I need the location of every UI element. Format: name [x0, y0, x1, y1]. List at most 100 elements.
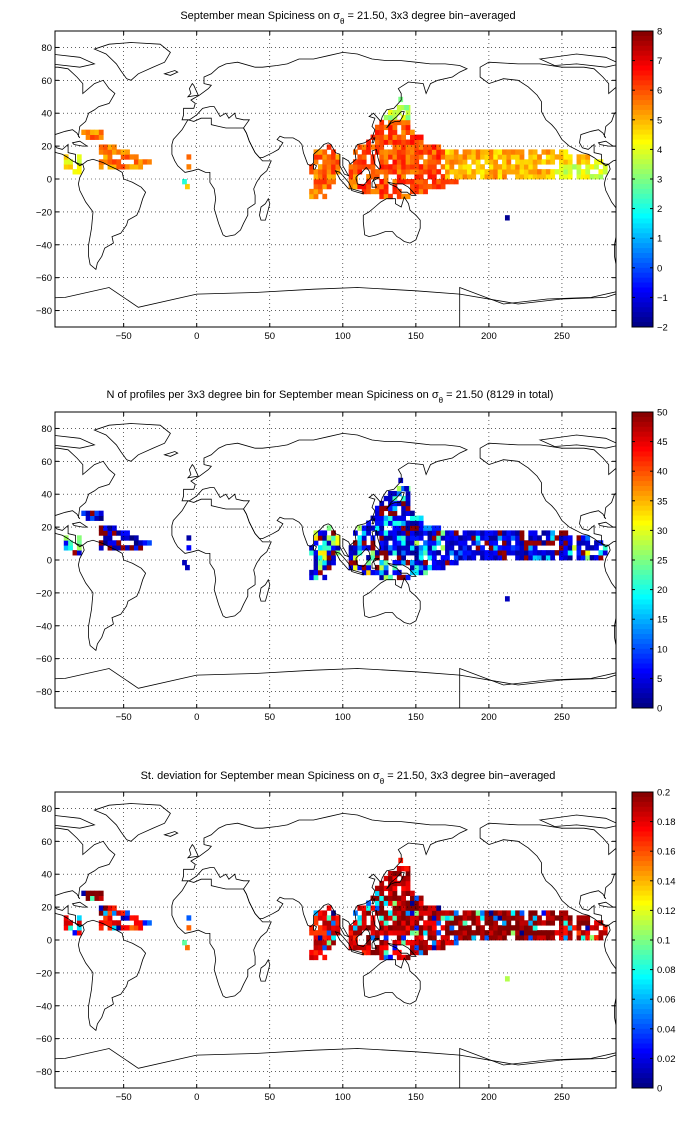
data-cell	[488, 925, 494, 931]
data-cell	[322, 183, 328, 190]
data-cell	[383, 875, 389, 882]
data-cell	[379, 139, 385, 145]
data-cell	[111, 530, 117, 536]
colorbar-band	[632, 811, 653, 818]
data-cell	[427, 164, 433, 170]
coastline	[538, 814, 616, 829]
data-cell	[379, 169, 385, 175]
colorbar-band	[632, 500, 653, 507]
data-cell	[414, 940, 420, 946]
data-cell	[81, 129, 87, 135]
data-cell	[392, 905, 398, 911]
data-cell	[580, 540, 586, 546]
y-tick-label: −60	[36, 273, 52, 284]
data-cell	[147, 159, 152, 165]
data-cell	[401, 900, 407, 906]
data-cell	[462, 154, 468, 160]
data-cell	[370, 169, 376, 175]
data-cell	[585, 935, 591, 941]
data-cell	[401, 149, 407, 155]
data-cell	[563, 915, 569, 921]
colorbar-band	[632, 1033, 653, 1040]
data-cell	[559, 149, 564, 155]
data-cell	[475, 545, 481, 551]
coastlines	[55, 803, 616, 1088]
data-cell	[598, 555, 604, 561]
data-cell	[405, 179, 411, 185]
data-cell	[383, 940, 389, 946]
data-cell	[563, 925, 569, 931]
data-cell	[488, 174, 494, 180]
data-cell	[383, 183, 389, 190]
data-cell	[453, 940, 459, 946]
colorbar-band	[632, 984, 653, 990]
data-cell	[567, 920, 573, 926]
data-cell	[414, 930, 420, 936]
data-cell	[563, 555, 569, 561]
data-cell	[471, 920, 477, 926]
data-cell	[445, 560, 450, 566]
colorbar-band	[632, 648, 653, 655]
data-cell	[475, 915, 481, 921]
data-cell	[506, 930, 512, 936]
data-cell	[379, 890, 385, 896]
x-tick-label: 150	[408, 1092, 424, 1103]
data-cell	[519, 545, 525, 551]
data-cell	[554, 915, 560, 921]
data-cell	[423, 550, 428, 556]
data-cell	[120, 535, 126, 541]
data-cell	[309, 569, 314, 576]
data-cell	[379, 525, 385, 531]
colorbar-band	[632, 846, 653, 852]
data-cell	[431, 555, 437, 561]
data-cell	[427, 149, 433, 155]
data-cell	[493, 174, 499, 180]
data-cell	[475, 530, 481, 536]
y-tick-label: 20	[41, 903, 52, 914]
data-cell	[528, 910, 534, 916]
data-cell	[510, 164, 516, 170]
coastline	[538, 53, 616, 68]
data-cell	[147, 920, 152, 926]
colorbar-band	[632, 673, 653, 679]
y-tick-label: −40	[36, 240, 52, 251]
data-cell	[374, 124, 380, 131]
data-cell	[493, 930, 499, 936]
data-cell	[436, 525, 442, 531]
data-cell	[427, 545, 433, 551]
data-cell	[366, 164, 371, 170]
colorbar-tick-label: 10	[657, 644, 668, 655]
data-cell	[317, 925, 323, 931]
data-cell	[313, 535, 319, 541]
data-cell	[309, 925, 314, 931]
data-cell	[537, 535, 542, 541]
data-cell	[331, 179, 336, 185]
data-cell	[458, 545, 463, 551]
data-cell	[125, 164, 130, 170]
coastlines	[55, 42, 616, 327]
data-cell	[506, 920, 512, 926]
data-cell	[383, 154, 389, 160]
y-tick-label: −40	[36, 1001, 52, 1012]
data-cell	[519, 550, 525, 556]
data-cell	[449, 550, 455, 556]
data-cell	[541, 930, 547, 936]
data-cell	[90, 890, 95, 896]
colorbar-band	[632, 476, 653, 482]
colorbar-band	[632, 40, 653, 47]
data-cell	[392, 550, 398, 556]
data-cell	[107, 545, 113, 551]
data-cell	[396, 154, 402, 160]
data-cell	[431, 149, 437, 155]
data-cell	[519, 174, 525, 180]
coastline	[479, 61, 616, 167]
data-cell	[405, 954, 411, 961]
data-cell	[401, 895, 407, 901]
data-cell	[120, 530, 126, 536]
data-cell	[361, 540, 367, 546]
data-cell	[594, 159, 599, 165]
data-cell	[493, 154, 499, 160]
data-cell	[366, 144, 371, 150]
coastline	[362, 957, 421, 1005]
data-cell	[392, 900, 398, 906]
